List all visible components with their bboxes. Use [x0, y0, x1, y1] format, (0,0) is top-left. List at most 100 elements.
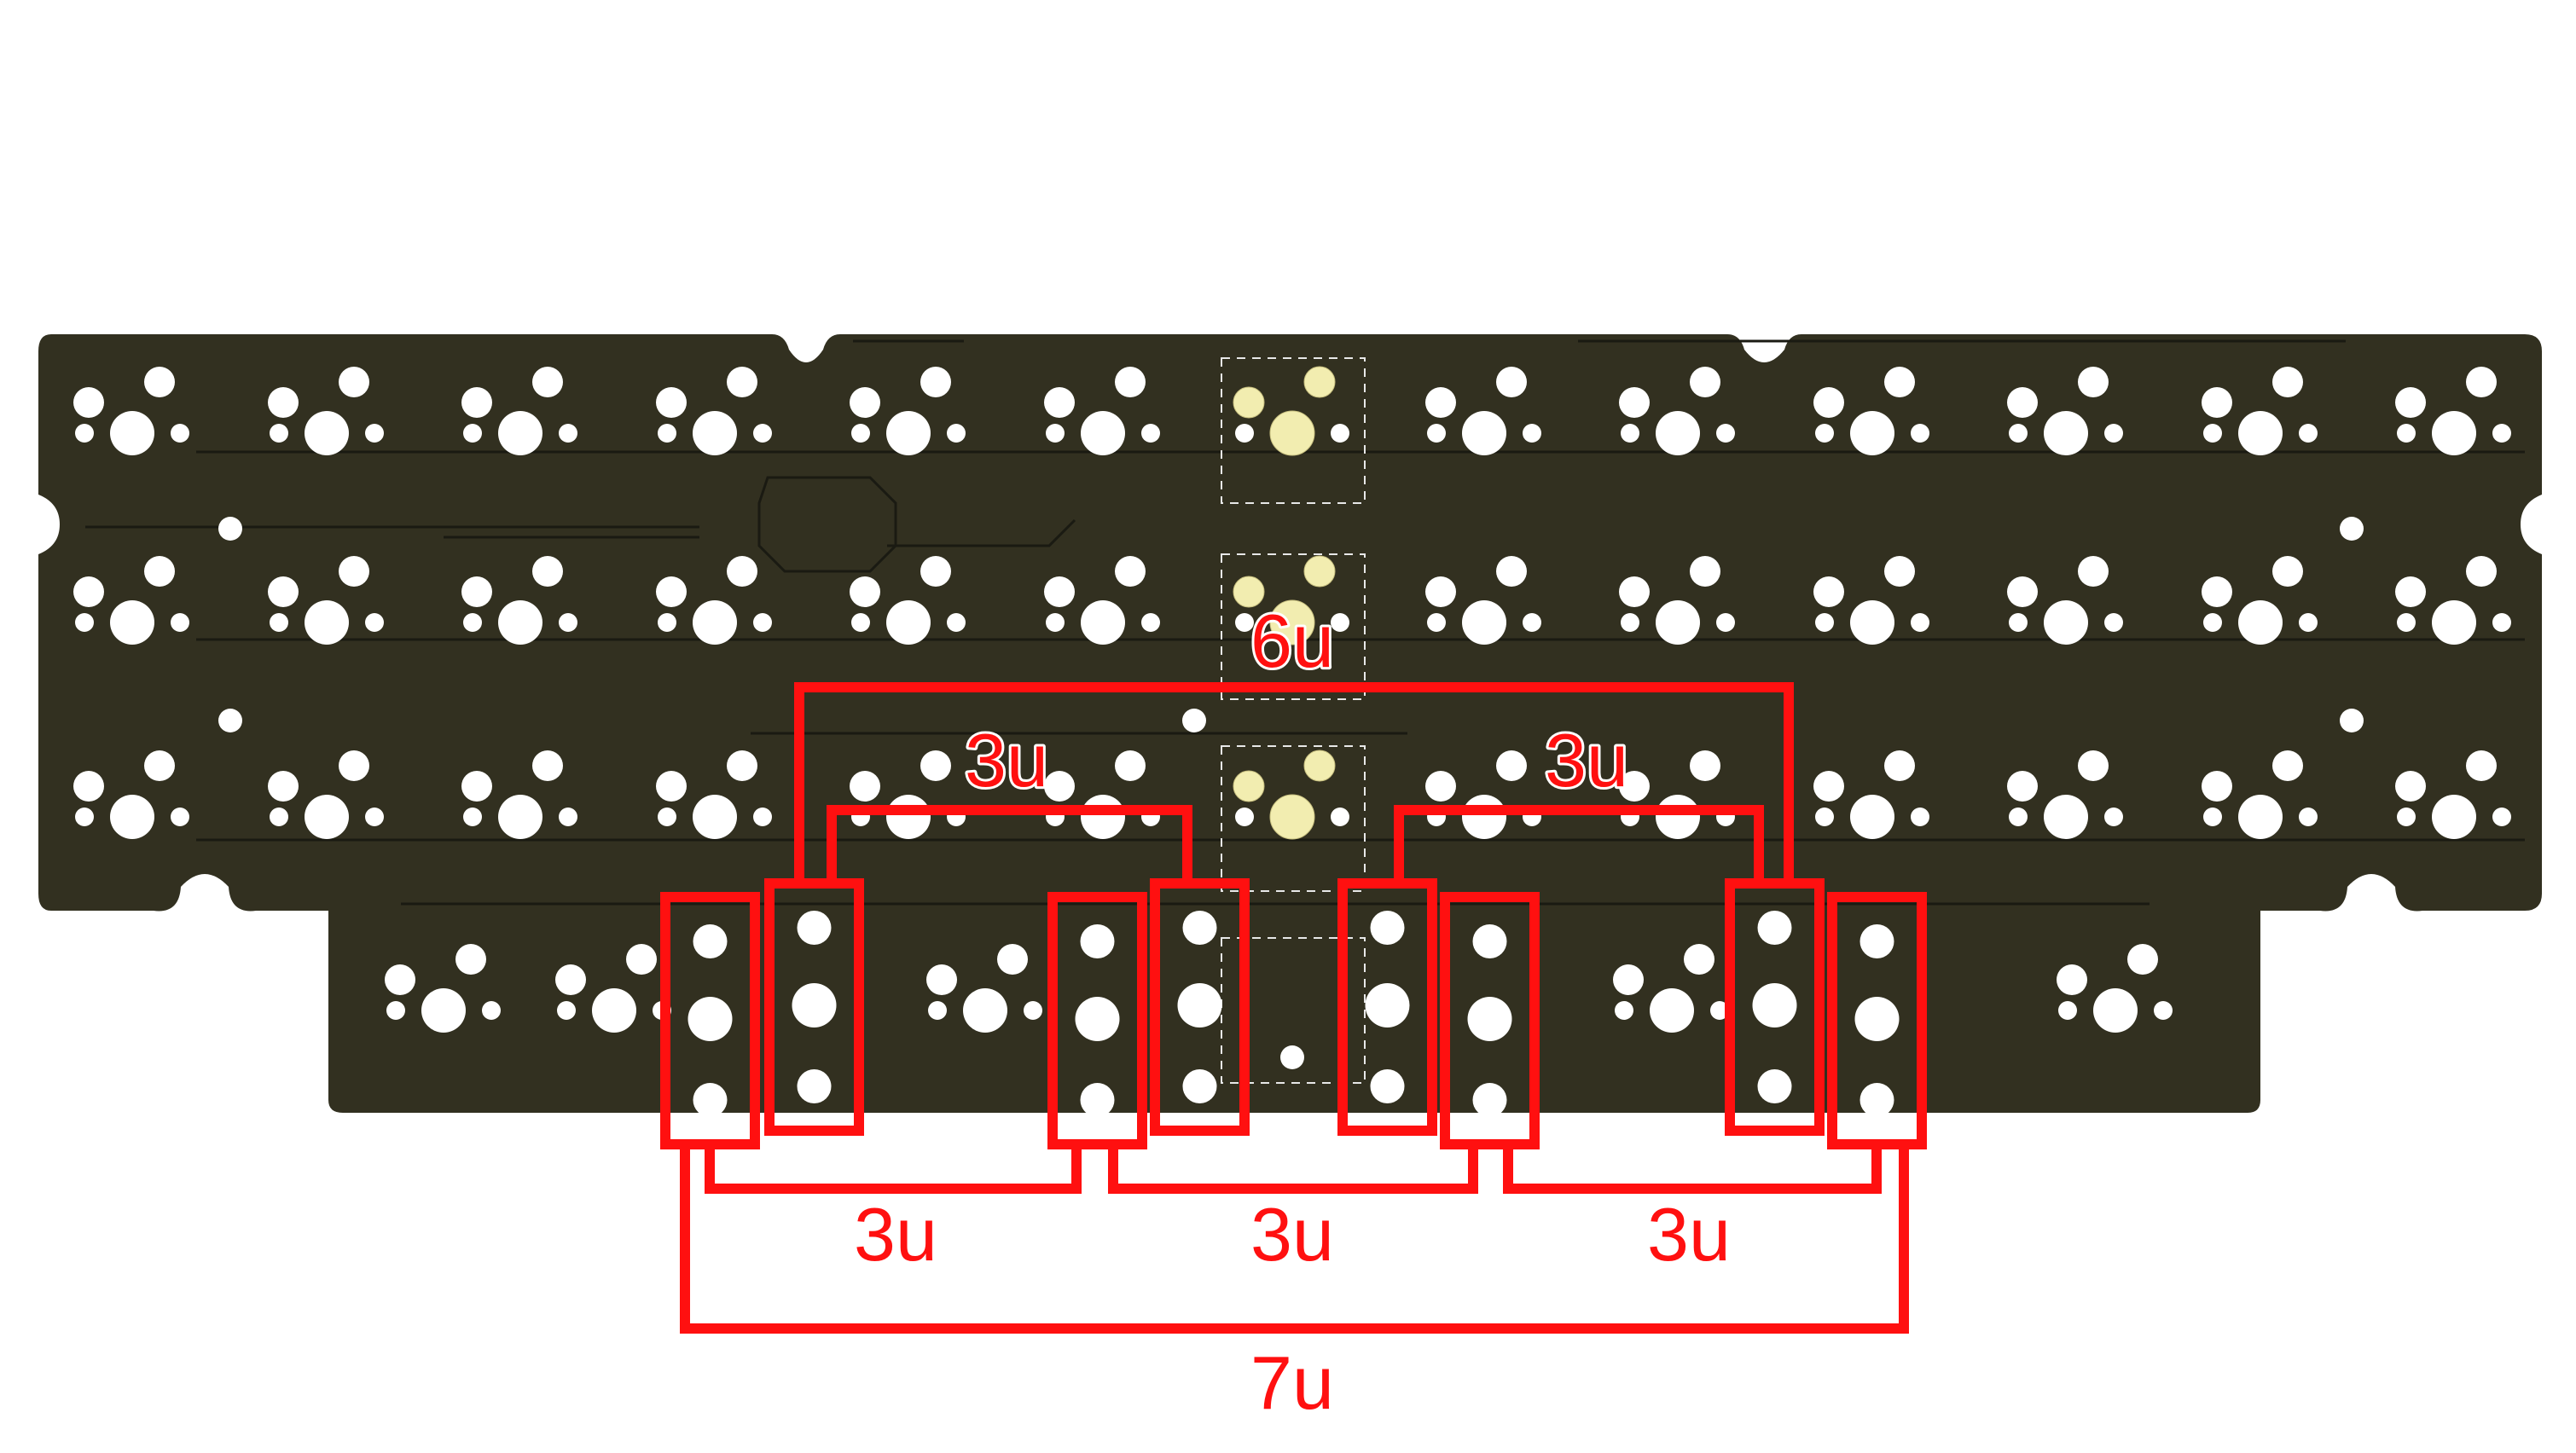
silkscreen-box: [1221, 357, 1366, 504]
stabilizer-hole: [797, 911, 832, 945]
switch-pin-hole: [1813, 576, 1844, 607]
label-3u-bottom-left: 3u: [854, 1192, 937, 1276]
switch-post-hole: [559, 613, 577, 632]
switch-pin-hole: [461, 387, 492, 418]
switch-footprint: [2395, 367, 2511, 455]
switch-footprint: [2007, 367, 2123, 455]
switch-pin-hole: [727, 750, 757, 781]
switch-pin-hole: [2272, 367, 2303, 397]
switch-pin-hole: [2466, 750, 2497, 781]
stabilizer-hole: [1177, 983, 1222, 1028]
switch-pin-hole: [727, 556, 757, 587]
switch-pin-hole: [1613, 964, 1644, 995]
switch-post-hole: [2203, 613, 2222, 632]
stabilizer-hole: [797, 1069, 832, 1103]
switch-post-hole: [1141, 613, 1160, 632]
label-3u-bottom-right: 3u: [1647, 1192, 1731, 1276]
switch-post-hole: [928, 1001, 947, 1020]
switch-center-hole: [2238, 411, 2283, 455]
stabilizer-box: [660, 892, 760, 1149]
stabilizer-hole: [1182, 911, 1217, 945]
switch-post-hole: [753, 424, 772, 443]
switch-footprint: [2057, 944, 2173, 1033]
switch-footprint: [2395, 556, 2511, 645]
switch-post-hole: [2397, 613, 2416, 632]
switch-pin-hole: [73, 576, 104, 607]
switch-pin-hole: [1425, 771, 1456, 802]
switch-post-hole: [1710, 1001, 1729, 1020]
switch-footprint: [2395, 750, 2511, 839]
switch-footprint: [1233, 555, 1349, 645]
bracket-3u-bottom-right-halo: [1506, 1144, 1878, 1190]
switch-pin-hole: [1690, 750, 1720, 781]
switch-pin-hole: [2078, 556, 2109, 587]
switch-pin-hole: [1044, 576, 1075, 607]
switch-pin-hole: [1115, 556, 1146, 587]
switch-post-hole: [482, 1001, 501, 1020]
switch-footprint: [1233, 750, 1349, 840]
switch-post-hole: [2104, 808, 2123, 826]
switch-post-hole: [1331, 808, 1349, 826]
switch-post-hole: [171, 424, 189, 443]
switch-pin-hole: [1496, 750, 1527, 781]
switch-post-hole: [2203, 424, 2222, 443]
switch-pin-hole: [2078, 367, 2109, 397]
switch-pin-hole: [2007, 576, 2038, 607]
switch-footprint: [1233, 366, 1349, 456]
stabilizer-box: [1047, 892, 1147, 1149]
stabilizer-hole: [688, 997, 733, 1041]
stabilizer-hole: [1757, 1069, 1792, 1103]
switch-footprint: [850, 367, 966, 455]
switch-footprint: [1613, 944, 1729, 1033]
stabilizer-box-outline: [1440, 892, 1540, 1149]
stabilizer-box: [1150, 878, 1250, 1136]
switch-pin-hole: [1690, 556, 1720, 587]
silkscreen-box: [1221, 937, 1366, 1084]
switch-footprint: [1813, 556, 1929, 645]
switch-pin-hole: [1813, 771, 1844, 802]
switch-post-hole: [1716, 424, 1735, 443]
switch-pin-hole: [385, 964, 415, 995]
stabilizer-hole: [792, 983, 837, 1028]
switch-post-hole: [851, 424, 870, 443]
switch-footprint: [2202, 556, 2318, 645]
switch-pin-hole: [2395, 771, 2426, 802]
switch-footprint: [2202, 750, 2318, 839]
switch-footprint: [73, 750, 189, 839]
pcb-traces: [85, 339, 2525, 906]
bracket-3u-bottom-right: [1503, 1144, 1882, 1194]
switch-post-hole: [557, 1001, 576, 1020]
switch-center-hole: [886, 795, 931, 839]
bracket-3u-bottom-middle-halo: [1111, 1144, 1475, 1190]
stabilizer-hole: [1757, 911, 1792, 945]
switch-post-hole: [2397, 424, 2416, 443]
switch-post-hole: [658, 808, 676, 826]
switch-center-hole: [1656, 411, 1700, 455]
switch-center-hole: [110, 795, 154, 839]
switch-pin-hole: [727, 367, 757, 397]
switch-pin-hole: [2272, 556, 2303, 587]
switch-pin-hole: [920, 367, 951, 397]
switch-post-hole: [753, 808, 772, 826]
switch-center-hole: [693, 600, 737, 645]
switch-footprint: [2007, 750, 2123, 839]
switch-post-hole: [1621, 424, 1639, 443]
label-6u: 6u: [1250, 599, 1334, 683]
switch-post-hole: [1427, 424, 1446, 443]
bracket-3u-bottom-left-halo: [708, 1144, 1078, 1190]
stabilizer-box: [1440, 892, 1540, 1149]
bracket-3u-bottom-left: [705, 1144, 1082, 1194]
switch-post-hole: [2104, 424, 2123, 443]
stabilizer-box: [764, 878, 864, 1136]
switch-footprint: [926, 944, 1042, 1033]
switch-center-hole: [110, 600, 154, 645]
stabilizer-hole: [1080, 1083, 1115, 1117]
stabilizer-hole: [1472, 924, 1507, 958]
switch-post-hole: [2299, 613, 2318, 632]
switch-center-hole: [1656, 600, 1700, 645]
switch-pin-hole: [2395, 576, 2426, 607]
switch-pin-hole: [1425, 387, 1456, 418]
switch-center-hole: [2044, 795, 2088, 839]
switch-pin-hole: [1044, 387, 1075, 418]
switch-pin-hole: [73, 771, 104, 802]
